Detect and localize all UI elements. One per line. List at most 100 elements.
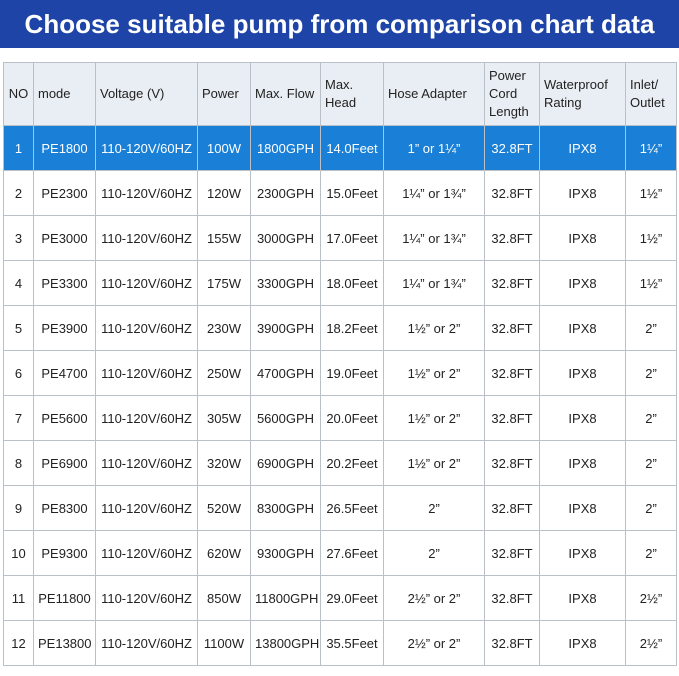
table-cell: 2” [625, 305, 677, 351]
table-cell: 32.8FT [484, 620, 540, 666]
table-cell: 5 [3, 305, 34, 351]
table-row: 12 PE13800 110-120V/60HZ 1100W 13800GPH 35.5F… [3, 620, 677, 666]
table-cell: 1½” or 2” [383, 440, 485, 486]
table-cell: 110-120V/60HZ [95, 440, 198, 486]
table-cell: 32.8FT [484, 170, 540, 216]
table-cell: 2½” or 2” [383, 620, 485, 666]
table-cell: 2” [625, 350, 677, 396]
table-cell: IPX8 [539, 260, 626, 306]
table-cell: 6900GPH [250, 440, 321, 486]
table-cell: IPX8 [539, 530, 626, 576]
table-cell: 110-120V/60HZ [95, 125, 198, 171]
table-cell: 1½” or 2” [383, 395, 485, 441]
table-cell: 1100W [197, 620, 251, 666]
table-cell: 18.2Feet [320, 305, 384, 351]
table-cell: PE11800 [33, 575, 96, 621]
table-cell: 1½” or 2” [383, 305, 485, 351]
header-row: NO mode Voltage (V) Power Max. Flow Max. Head… [3, 62, 677, 126]
table-cell: 2” [625, 530, 677, 576]
table-cell: 2½” or 2” [383, 575, 485, 621]
table-cell: IPX8 [539, 125, 626, 171]
table-cell: 230W [197, 305, 251, 351]
table-cell: 13800GPH [250, 620, 321, 666]
column-header: Inlet/ Outlet [625, 62, 677, 126]
table-cell: 29.0Feet [320, 575, 384, 621]
table-cell: PE4700 [33, 350, 96, 396]
table-cell: 20.2Feet [320, 440, 384, 486]
table-cell: 250W [197, 350, 251, 396]
table-cell: 32.8FT [484, 575, 540, 621]
table-cell: 175W [197, 260, 251, 306]
table-cell: 110-120V/60HZ [95, 395, 198, 441]
table-cell: 1800GPH [250, 125, 321, 171]
table-cell: 10 [3, 530, 34, 576]
table-cell: 32.8FT [484, 350, 540, 396]
table-cell: 18.0Feet [320, 260, 384, 306]
table-cell: 110-120V/60HZ [95, 575, 198, 621]
table-cell: 7 [3, 395, 34, 441]
table-cell: 155W [197, 215, 251, 261]
table-cell: 15.0Feet [320, 170, 384, 216]
table-row: 9 PE8300 110-120V/60HZ 520W 8300GPH 26.5Feet 2… [3, 485, 677, 531]
table-cell: 1½” [625, 260, 677, 306]
table-cell: 32.8FT [484, 260, 540, 306]
table-cell: 520W [197, 485, 251, 531]
table-row: 3 PE3000 110-120V/60HZ 155W 3000GPH 17.0Feet 1… [3, 215, 677, 261]
table-cell: PE9300 [33, 530, 96, 576]
table-cell: 35.5Feet [320, 620, 384, 666]
table-cell: 2” [625, 485, 677, 531]
table-cell: 4 [3, 260, 34, 306]
table-cell: 4700GPH [250, 350, 321, 396]
table-cell: 32.8FT [484, 485, 540, 531]
column-header: Power Cord Length [484, 62, 540, 126]
table-cell: 110-120V/60HZ [95, 620, 198, 666]
table-cell: 110-120V/60HZ [95, 305, 198, 351]
table-cell: 110-120V/60HZ [95, 260, 198, 306]
column-header: Max. Flow [250, 62, 321, 126]
table-cell: 6 [3, 350, 34, 396]
table-cell: PE5600 [33, 395, 96, 441]
table-cell: PE13800 [33, 620, 96, 666]
table-cell: 120W [197, 170, 251, 216]
table-row: 10 PE9300 110-120V/60HZ 620W 9300GPH 27.6Feet… [3, 530, 677, 576]
table-cell: 32.8FT [484, 215, 540, 261]
table-cell: IPX8 [539, 215, 626, 261]
table-cell: 2” [625, 395, 677, 441]
table-cell: PE3300 [33, 260, 96, 306]
table-row: 11 PE11800 110-120V/60HZ 850W 11800GPH 29.0Fe… [3, 575, 677, 621]
table-cell: 2” [383, 485, 485, 531]
table-cell: 1½” [625, 215, 677, 261]
table-cell: 11 [3, 575, 34, 621]
table-cell: 32.8FT [484, 125, 540, 171]
table-row: 2 PE2300 110-120V/60HZ 120W 2300GPH 15.0Feet 1… [3, 170, 677, 216]
table-cell: 9300GPH [250, 530, 321, 576]
table-cell: 850W [197, 575, 251, 621]
table-cell: 3 [3, 215, 34, 261]
table-row: 4 PE3300 110-120V/60HZ 175W 3300GPH 18.0Feet 1… [3, 260, 677, 306]
table-cell: 1¼” or 1¾” [383, 170, 485, 216]
table-cell: IPX8 [539, 485, 626, 531]
table-cell: 2” [625, 440, 677, 486]
table-cell: 320W [197, 440, 251, 486]
table-cell: IPX8 [539, 350, 626, 396]
table-cell: 3900GPH [250, 305, 321, 351]
table-cell: PE6900 [33, 440, 96, 486]
table-cell: IPX8 [539, 170, 626, 216]
table-cell: 32.8FT [484, 305, 540, 351]
table-cell: 32.8FT [484, 530, 540, 576]
table-cell: PE2300 [33, 170, 96, 216]
table-cell: 1¼” or 1¾” [383, 215, 485, 261]
table-cell: 2½” [625, 620, 677, 666]
table-cell: 1½” [625, 170, 677, 216]
column-header: Waterproof Rating [539, 62, 626, 126]
table-cell: 110-120V/60HZ [95, 170, 198, 216]
table-cell: 32.8FT [484, 440, 540, 486]
table-cell: PE8300 [33, 485, 96, 531]
table-cell: 2” [383, 530, 485, 576]
table-cell: IPX8 [539, 395, 626, 441]
table-cell: 100W [197, 125, 251, 171]
table-cell: 110-120V/60HZ [95, 215, 198, 261]
column-header: Max. Head [320, 62, 384, 126]
table-cell: IPX8 [539, 305, 626, 351]
